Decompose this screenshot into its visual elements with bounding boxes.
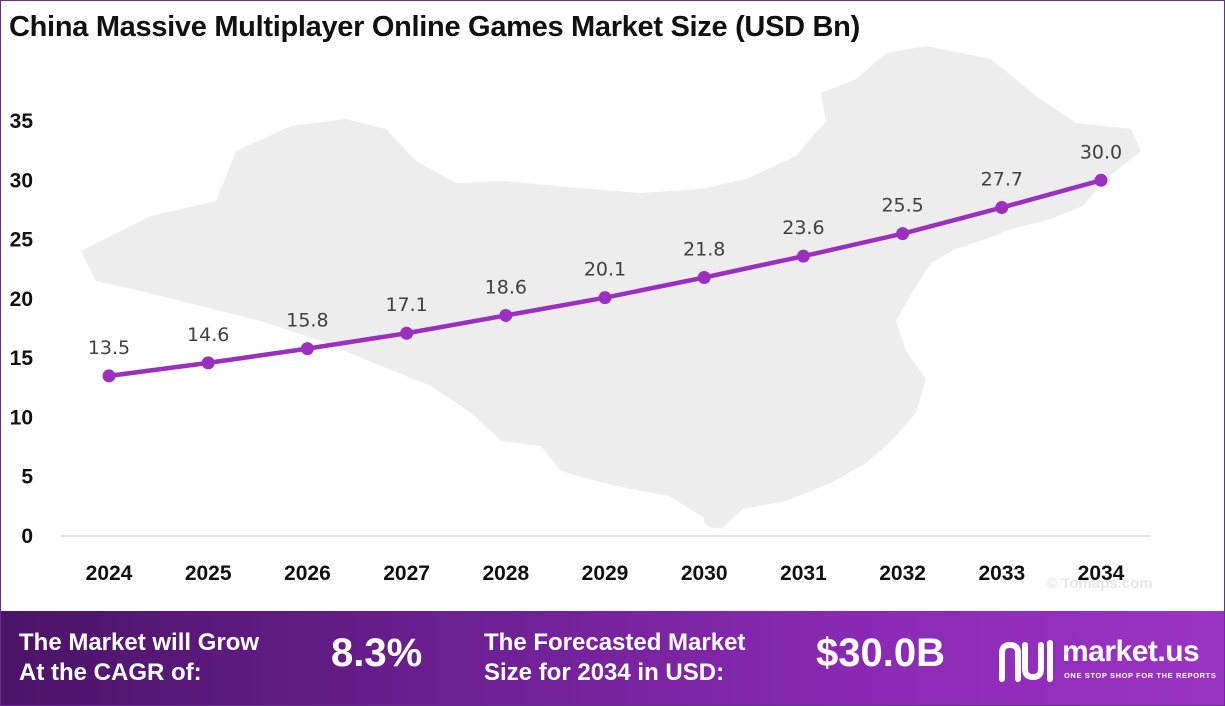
data-label: 20.1	[584, 259, 626, 281]
market-us-logo: market.us ONE STOP SHOP FOR THE REPORTS	[998, 631, 1220, 691]
forecast-label: The Forecasted Market Size for 2034 in U…	[484, 628, 745, 688]
x-tick-label: 2033	[978, 562, 1025, 585]
data-label: 18.6	[485, 276, 527, 298]
map-watermark: © Tomaps.com	[1046, 575, 1153, 592]
cagr-label-line2: At the CAGR of:	[19, 659, 202, 686]
data-point	[697, 271, 711, 285]
data-point	[598, 291, 612, 305]
data-point	[499, 308, 513, 322]
data-point	[896, 227, 910, 241]
data-point	[201, 356, 215, 370]
y-tick-label: 30	[10, 169, 33, 192]
data-point	[300, 342, 314, 356]
x-tick-label: 2025	[185, 562, 232, 585]
data-label: 14.6	[187, 324, 229, 346]
x-tick-label: 2029	[582, 562, 629, 585]
data-label: 23.6	[782, 217, 824, 239]
x-tick-label: 2026	[284, 562, 331, 585]
x-tick-label: 2027	[383, 562, 430, 585]
data-label: 27.7	[981, 169, 1023, 191]
data-label: 25.5	[881, 195, 923, 217]
logo-name: market.us	[1062, 635, 1200, 668]
x-tick-label: 2034	[1078, 562, 1125, 585]
china-map-background	[81, 46, 1141, 529]
y-tick-label: 20	[10, 288, 33, 311]
x-tick-label: 2032	[879, 562, 926, 585]
data-label: 30.0	[1080, 141, 1122, 163]
y-tick-label: 10	[10, 406, 33, 429]
data-point	[102, 369, 116, 383]
cagr-value: 8.3%	[331, 631, 423, 675]
y-tick-label: 15	[10, 347, 34, 370]
cagr-label-line1: The Market will Grow	[19, 629, 260, 656]
data-label: 21.8	[683, 239, 725, 261]
data-label: 17.1	[385, 294, 427, 316]
data-label: 13.5	[88, 337, 130, 359]
chart-title: China Massive Multiplayer Online Games M…	[9, 11, 860, 43]
y-tick-label: 35	[10, 110, 34, 133]
cagr-label: The Market will Grow At the CAGR of:	[19, 628, 259, 688]
y-tick-label: 0	[21, 525, 33, 548]
x-tick-label: 2024	[86, 562, 133, 585]
data-point	[400, 326, 414, 340]
forecast-value: $30.0B	[816, 631, 945, 675]
data-point	[796, 249, 810, 263]
y-tick-label: 5	[21, 466, 33, 489]
x-tick-label: 2030	[681, 562, 728, 585]
summary-banner: The Market will Grow At the CAGR of: 8.3…	[1, 611, 1224, 705]
x-tick-label: 2028	[482, 562, 529, 585]
data-point	[995, 201, 1009, 215]
forecast-label-line2: Size for 2034 in USD:	[484, 659, 725, 686]
data-label: 15.8	[286, 310, 328, 332]
logo-tagline: ONE STOP SHOP FOR THE REPORTS	[1064, 671, 1217, 680]
market-us-logo-icon	[999, 640, 1053, 682]
x-tick-label: 2031	[780, 562, 827, 585]
forecast-label-line1: The Forecasted Market	[484, 629, 746, 656]
y-tick-label: 25	[10, 229, 34, 252]
data-point	[1094, 173, 1108, 187]
